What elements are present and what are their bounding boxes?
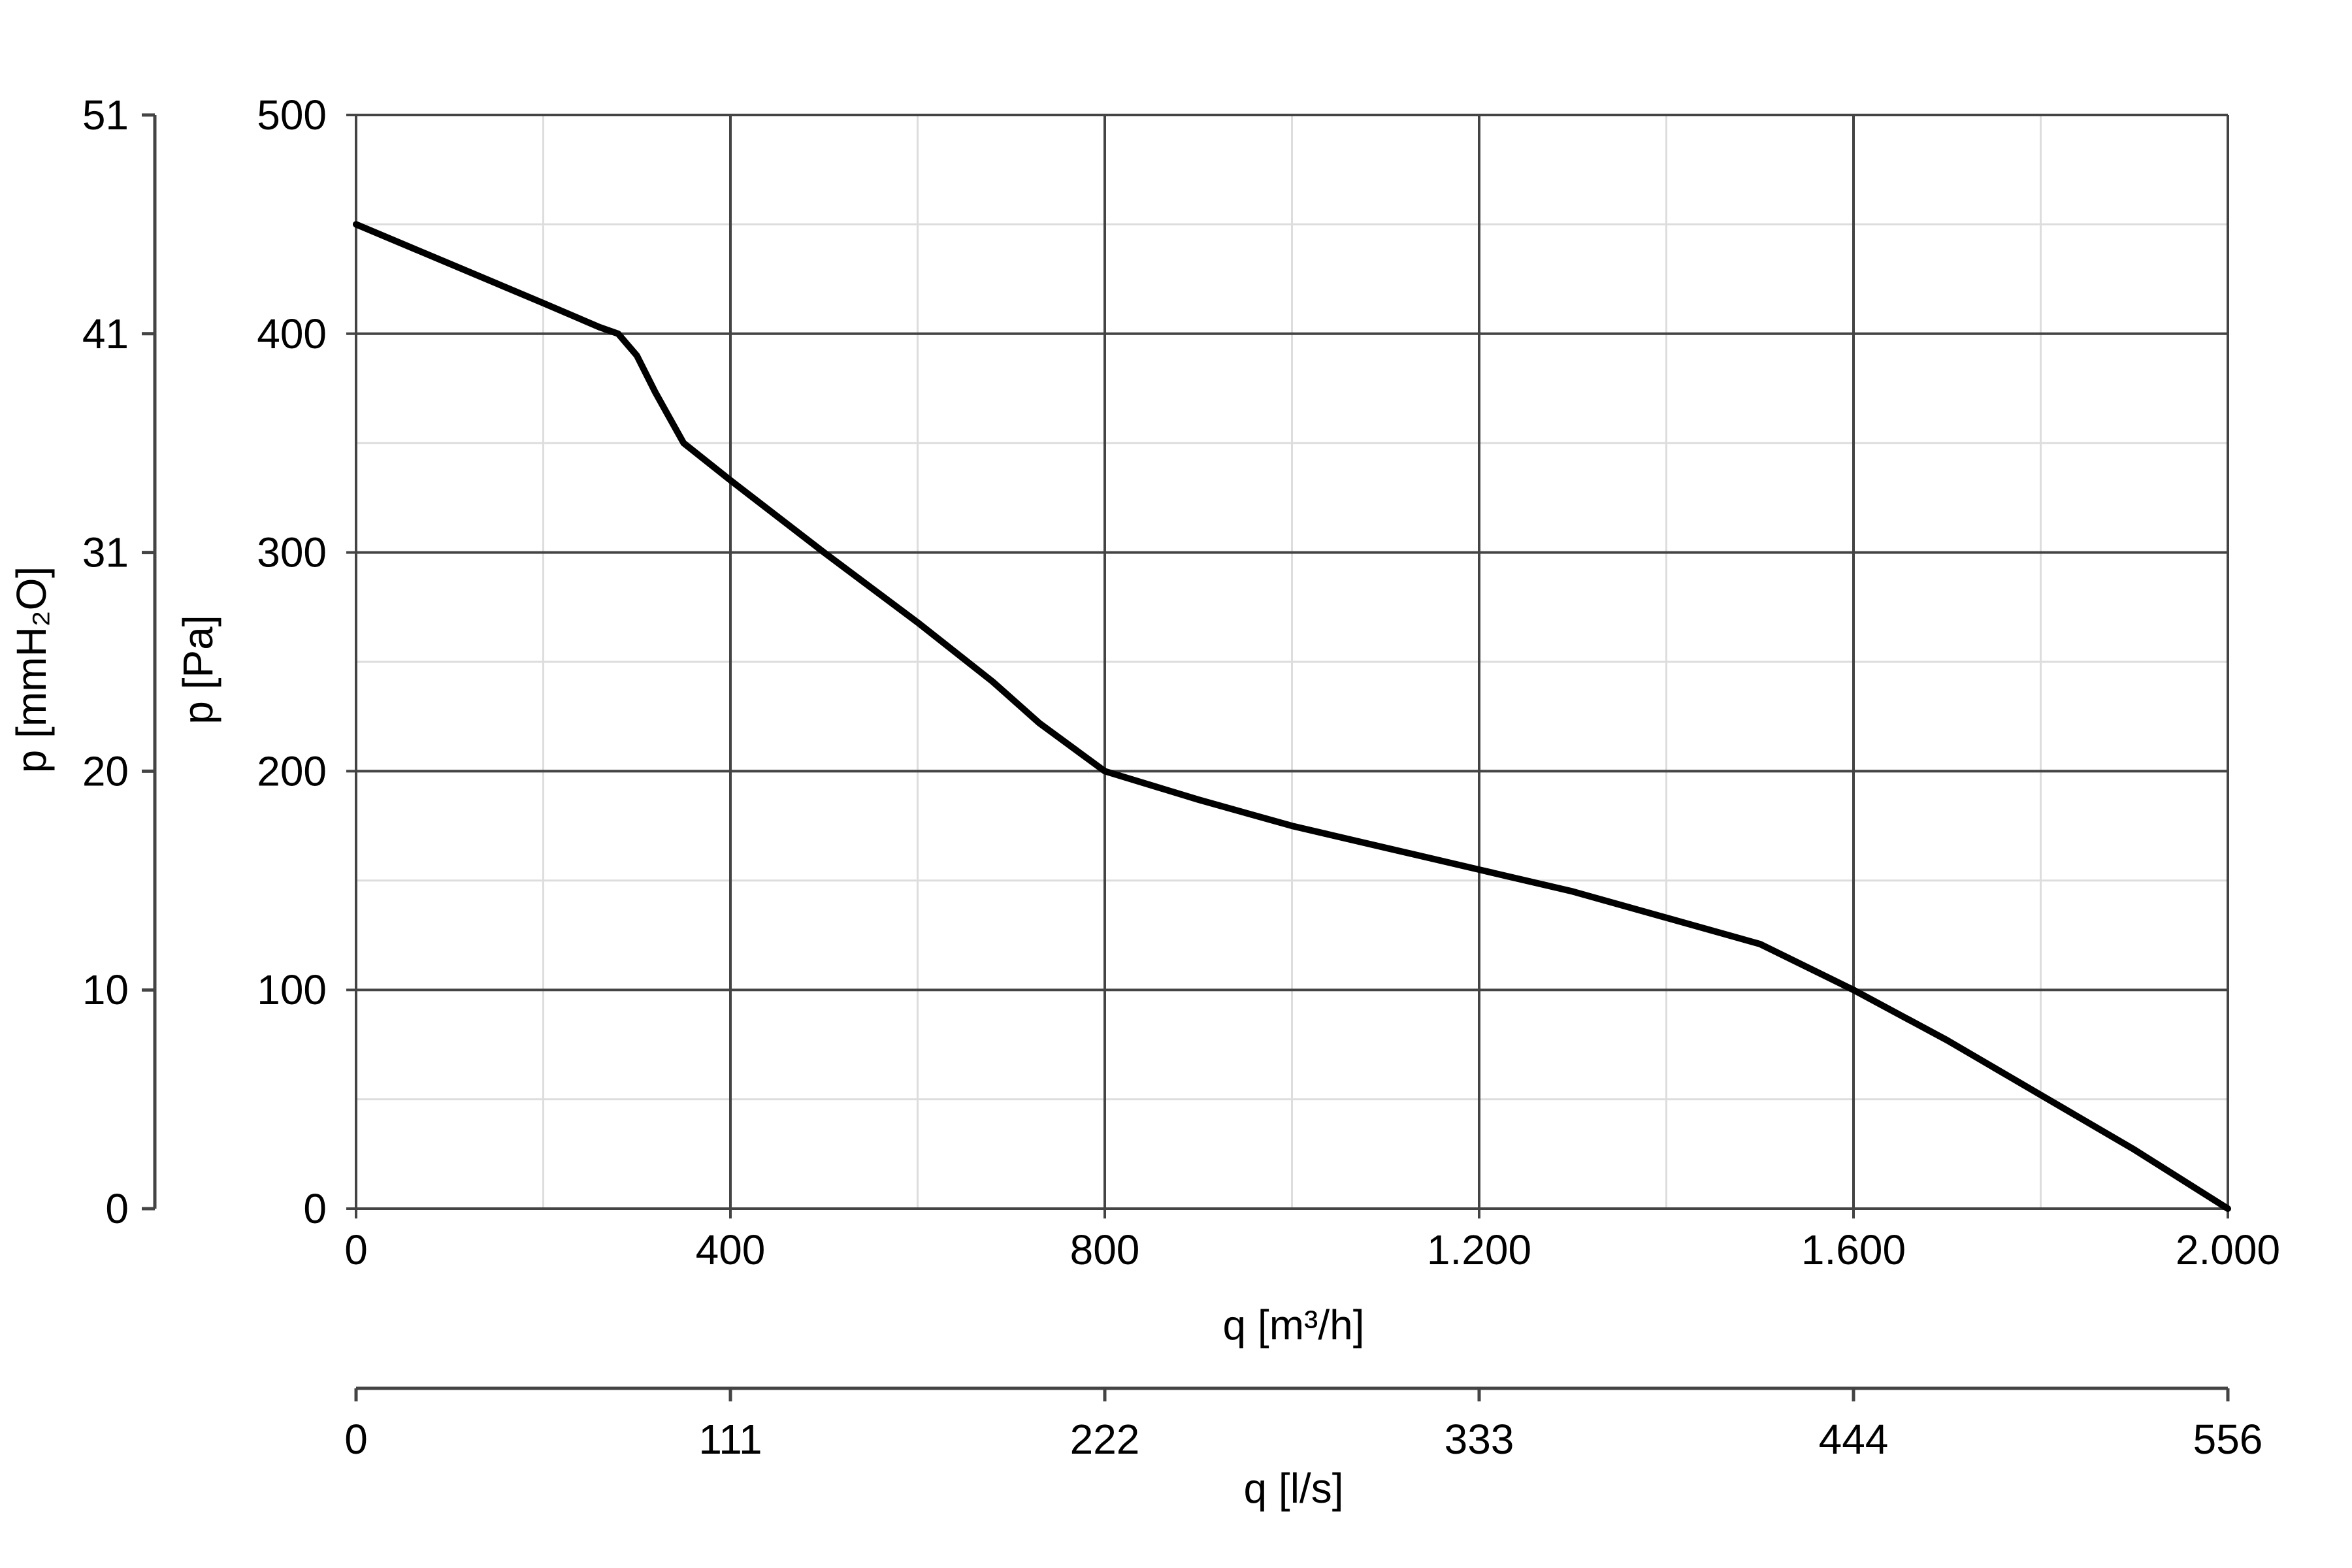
x-tick-label: 0 bbox=[344, 1226, 368, 1273]
x-axis-title: q [m³/h] bbox=[1223, 1301, 1365, 1348]
y-secondary-axis-title: p [mmH₂O] bbox=[8, 566, 55, 773]
x-tick-label: 1.600 bbox=[1801, 1226, 1906, 1273]
x-secondary-axis-title: q [l/s] bbox=[1244, 1465, 1344, 1512]
performance-curve bbox=[353, 221, 2231, 1212]
secondary-x-tick-label: 444 bbox=[1819, 1416, 1889, 1463]
secondary-y-tick-label: 10 bbox=[82, 966, 129, 1013]
y-tick-label: 100 bbox=[257, 966, 327, 1013]
secondary-y-tick-label: 51 bbox=[82, 91, 129, 139]
y-tick-label: 200 bbox=[257, 747, 327, 794]
x-tick-label: 800 bbox=[1070, 1226, 1140, 1273]
y-axis-title: p [Pa] bbox=[174, 615, 221, 724]
secondary-x-tick-label: 222 bbox=[1070, 1416, 1140, 1463]
y-tick-label: 0 bbox=[303, 1185, 327, 1232]
x-tick-label: 1.200 bbox=[1427, 1226, 1531, 1273]
y-tick-label: 300 bbox=[257, 529, 327, 576]
secondary-x-tick-label: 111 bbox=[698, 1416, 762, 1463]
secondary-y-tick-label: 0 bbox=[105, 1185, 129, 1232]
curve-layer bbox=[353, 221, 2231, 1212]
secondary-x-tick-label: 333 bbox=[1445, 1416, 1514, 1463]
secondary-y-tick-label: 31 bbox=[82, 529, 129, 576]
x-tick-label: 400 bbox=[696, 1226, 766, 1273]
minor-grid bbox=[356, 115, 2228, 1209]
secondary-y-tick-label: 20 bbox=[82, 747, 129, 794]
y-tick-label: 400 bbox=[257, 310, 327, 357]
major-grid bbox=[346, 114, 2229, 1218]
secondary-y-tick-label: 41 bbox=[82, 310, 129, 357]
secondary-x-tick-label: 556 bbox=[2193, 1416, 2263, 1463]
y-tick-label: 500 bbox=[257, 91, 327, 139]
axes-layer bbox=[142, 113, 2230, 1401]
tick-labels: 0 400 800 1.200 1.600 2.000010020030040050001… bbox=[82, 91, 2280, 1463]
secondary-x-tick-label: 0 bbox=[344, 1416, 368, 1463]
x-tick-label: 2.000 bbox=[2176, 1226, 2280, 1273]
